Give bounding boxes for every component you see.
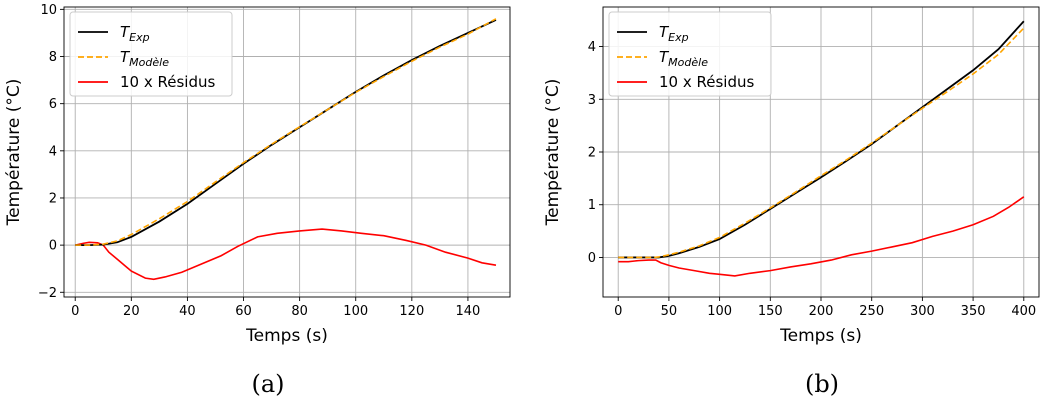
y-tick-label: 4 [588, 40, 596, 55]
legend-label-series-residus: 10 x Résidus [120, 73, 215, 91]
legend-label-series-t-exp: TExp [659, 23, 689, 44]
series-residus [618, 196, 1025, 277]
chart-panel-b: 0 50 100 150 200 250 300 350 400 0 1 2 3 4 Temps (s) Te… [543, 6, 1040, 398]
y-axis-label: Température (°C) [543, 79, 563, 227]
x-axis-label: Temps (s) [245, 326, 328, 346]
series-t-modele [75, 18, 497, 246]
legend-label-series-t-modele: TModèle [659, 48, 708, 69]
x-tick-label: 60 [235, 304, 252, 319]
series-residus [75, 228, 497, 281]
panel-caption: (b) [805, 370, 839, 398]
panel-caption: (a) [251, 370, 284, 398]
x-tick-label: 0 [614, 304, 622, 319]
x-tick-label: 50 [661, 304, 678, 319]
x-tick-label: 120 [399, 304, 424, 319]
x-tick-label: 400 [1011, 304, 1036, 319]
y-tick-label: 8 [49, 50, 57, 65]
x-tick-label: 0 [71, 304, 79, 319]
x-tick-label: 40 [179, 304, 196, 319]
x-tick-label: 300 [910, 304, 935, 319]
x-tick-label: 100 [343, 304, 368, 319]
x-tick-label: 20 [123, 304, 140, 319]
y-tick-label: 6 [49, 97, 57, 112]
y-axis-label: Température (°C) [4, 79, 24, 227]
y-tick-label: 10 [40, 3, 57, 18]
x-tick-label: 80 [291, 304, 308, 319]
y-tick-label: 1 [588, 198, 596, 213]
x-tick-label: 150 [758, 304, 783, 319]
x-tick-label: 350 [961, 304, 986, 319]
legend-box [608, 11, 772, 97]
x-tick-label: 200 [809, 304, 834, 319]
legend-label-series-residus: 10 x Résidus [659, 73, 754, 91]
x-tick-label: 140 [456, 304, 481, 319]
y-tick-label: 0 [49, 239, 57, 254]
x-axis-label: Temps (s) [779, 326, 862, 346]
series-t-modele [618, 27, 1025, 259]
y-tick-label: 0 [588, 251, 596, 266]
x-tick-label: 100 [707, 304, 732, 319]
legend-label-series-t-exp: TExp [120, 23, 150, 44]
x-tick-label: 250 [859, 304, 884, 319]
chart-panel-a: 0 20 40 60 80 100 120 140 −2 0 2 4 6 8 10 Temps (s) Temp… [4, 3, 511, 398]
y-tick-label: 2 [588, 146, 596, 161]
series-t-exp [618, 20, 1025, 259]
y-tick-label: 2 [49, 191, 57, 206]
legend-label-series-t-modele: TModèle [120, 48, 169, 69]
y-tick-label: 4 [49, 144, 57, 159]
legend-box [69, 11, 233, 97]
plot-frame [63, 6, 511, 298]
y-tick-label: −2 [38, 286, 57, 301]
y-tick-label: 3 [588, 93, 596, 108]
